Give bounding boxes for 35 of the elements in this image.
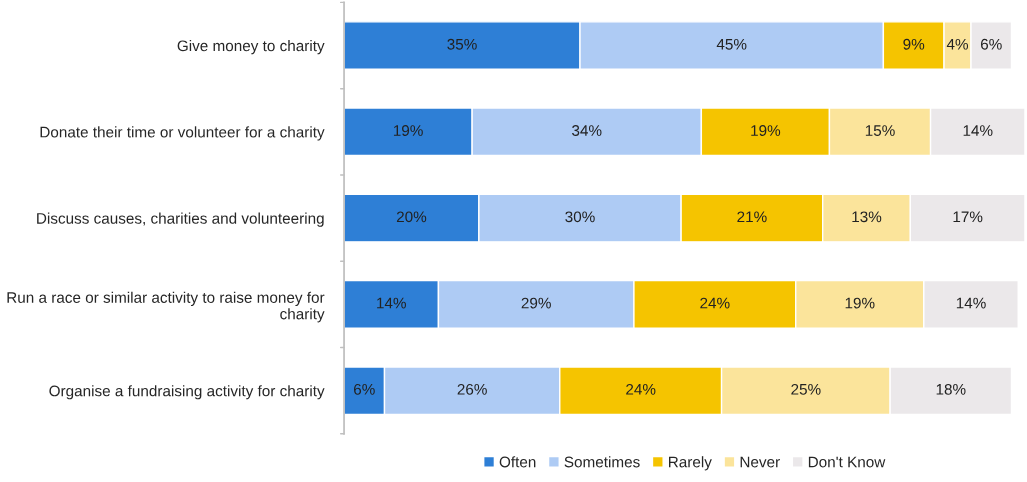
- data-label: 13%: [852, 211, 882, 223]
- data-label: 14%: [956, 297, 986, 309]
- legend-label: Often: [499, 456, 536, 468]
- data-label: 17%: [953, 211, 983, 223]
- data-label: 34%: [572, 125, 602, 136]
- data-label: 24%: [700, 297, 730, 309]
- y-tick-label: Donate their time or volunteer for a charity: [40, 126, 325, 141]
- legend-label: Rarely: [669, 456, 712, 471]
- data-label: 35%: [447, 38, 477, 50]
- data-label: 21%: [737, 211, 767, 223]
- y-tick-label: Give money to charity: [177, 40, 325, 55]
- y-tick-label: Discuss causes, charities and volunteering: [37, 212, 324, 227]
- data-label: 24%: [626, 383, 656, 395]
- data-label: 26%: [457, 383, 487, 395]
- y-tick-label: Run a race or similar activity to raise money for charity: [7, 291, 325, 323]
- data-label: 19%: [845, 297, 875, 309]
- y-tick-label: Organise a fundraising activity for charity: [49, 385, 325, 400]
- legend-label: Don't Know: [808, 456, 886, 468]
- data-label: 25%: [791, 383, 821, 395]
- data-label: 30%: [565, 211, 595, 223]
- data-label: 6%: [354, 383, 375, 395]
- data-label: 20%: [396, 211, 427, 223]
- data-label: 4%: [946, 38, 969, 50]
- data-label: 19%: [393, 125, 423, 136]
- data-label: 14%: [963, 125, 993, 136]
- data-label: 14%: [377, 297, 406, 309]
- data-label: 18%: [936, 383, 966, 395]
- data-label: 6%: [980, 38, 1002, 50]
- data-label: 15%: [865, 125, 895, 136]
- data-label: 9%: [903, 38, 925, 50]
- data-label: 29%: [521, 297, 551, 309]
- data-label: 45%: [716, 38, 747, 50]
- data-label: 19%: [751, 125, 781, 136]
- legend-label: Never: [740, 456, 780, 468]
- legend-label: Sometimes: [564, 456, 640, 468]
